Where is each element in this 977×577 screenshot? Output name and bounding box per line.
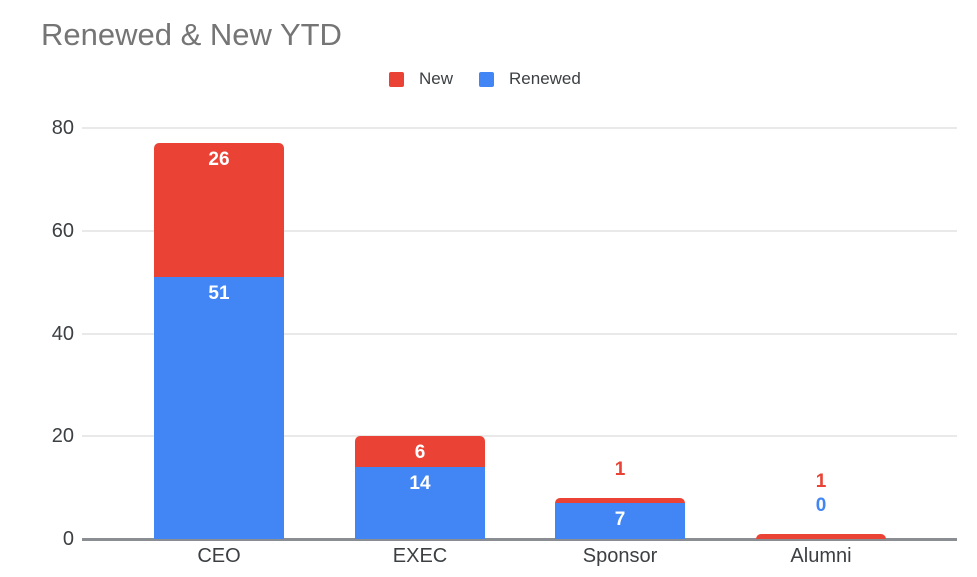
y-axis-tick-label: 80 <box>51 117 74 139</box>
bar-segment-new-sponsor[interactable] <box>555 497 685 504</box>
gridline <box>82 229 957 232</box>
bar-value-label: 14 <box>409 473 431 495</box>
bar-value-label-outside: 1 <box>815 470 827 492</box>
legend-swatch-icon <box>389 71 404 87</box>
y-axis-tick-label: 0 <box>62 528 74 550</box>
chart-title: Renewed & New YTD <box>41 17 342 52</box>
y-axis-tick-label: 20 <box>51 425 74 448</box>
legend-item-new[interactable]: New <box>389 69 453 89</box>
y-axis-tick-label: 60 <box>51 219 74 242</box>
x-axis-category-label: Sponsor <box>582 545 658 567</box>
gridline <box>82 435 957 438</box>
bar-value-label: 7 <box>614 509 626 531</box>
x-axis-category-label: EXEC <box>392 545 448 567</box>
bar-segment-new-exec[interactable] <box>355 436 485 468</box>
bar-segment-renewed-sponsor[interactable] <box>555 503 685 539</box>
legend-swatch-icon <box>479 71 495 87</box>
bar-value-label-outside: 1 <box>614 458 626 480</box>
legend-label: Renewed <box>509 69 581 88</box>
bar-segment-renewed-ceo[interactable] <box>154 276 284 539</box>
bar-value-label: 26 <box>208 149 230 171</box>
legend: New Renewed <box>389 69 581 89</box>
y-axis-tick-label: 40 <box>51 322 74 345</box>
bar-value-label-outside: 0 <box>815 494 827 516</box>
bar-segment-renewed-exec[interactable] <box>355 467 485 539</box>
gridline <box>82 127 957 129</box>
bar-value-label: 6 <box>414 442 426 464</box>
x-axis-category-label: Alumni <box>790 545 852 567</box>
bar-segment-new-ceo[interactable] <box>154 143 284 277</box>
legend-label: New <box>419 69 454 88</box>
legend-item-renewed[interactable]: Renewed <box>479 69 581 89</box>
gridline <box>82 332 957 335</box>
x-axis-line <box>82 538 957 541</box>
x-axis-category-label: CEO <box>197 545 241 567</box>
bar-segment-new-alumni[interactable] <box>756 533 886 539</box>
bar-value-label: 51 <box>208 282 230 304</box>
